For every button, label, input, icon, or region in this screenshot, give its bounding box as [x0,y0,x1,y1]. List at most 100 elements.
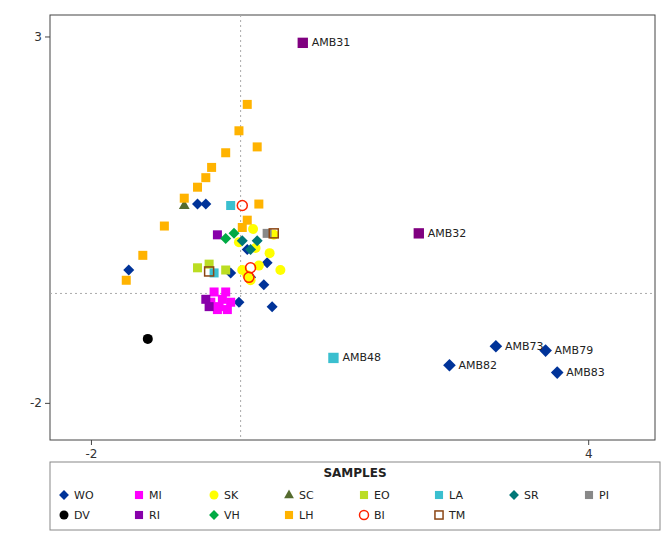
legend-label: RI [149,509,160,522]
y-tick-label: -2 [30,396,42,410]
series-group [210,201,236,277]
series-group [201,230,222,311]
scatter-point [220,233,231,244]
scatter-point [193,183,202,192]
scatter-point [221,148,230,157]
series-group [143,334,153,344]
x-tick [588,440,589,445]
legend-label: VH [224,509,240,522]
scatter-point [254,200,263,209]
legend-marker [210,491,219,500]
labeled-point [298,38,308,48]
y-tick [45,403,50,404]
axes: -2 4 3 -2 [30,30,592,461]
point-label: AMB31 [312,36,351,49]
legend-label: DV [74,509,90,522]
scatter-point [210,287,219,296]
labeled-point [443,359,456,372]
series-group [237,201,255,283]
scatter-point [267,301,278,312]
scatter-point [234,126,243,135]
series-group [237,235,263,255]
labeled-points [298,38,564,379]
scatter-point [160,222,169,231]
legend-label: SK [224,489,239,502]
point-label: AMB73 [505,340,544,353]
series-group [263,229,272,238]
labeled-point [551,366,564,379]
scatter-point [221,266,230,275]
legend-marker [435,491,443,499]
point-label: AMB83 [566,366,605,379]
legend-label: SC [299,489,314,502]
legend-label: TM [448,509,465,522]
legend-marker [135,491,143,499]
legend-marker [135,511,143,519]
scatter-point [246,263,256,273]
scatter-point [207,163,216,172]
scatter-point [226,201,235,210]
plot-frame [50,15,655,440]
scatter-point [244,272,254,282]
scatter-point [193,263,202,272]
scatter-point [213,230,222,239]
series-group [123,199,277,313]
legend-label: MI [149,489,162,502]
scatter-point [201,173,210,182]
scatter-point [238,223,247,232]
legend-marker [284,490,294,499]
scatter-point [245,244,256,255]
legend-label: EO [374,489,390,502]
legend-marker [285,511,293,519]
point-label: AMB79 [555,344,594,357]
legend-marker [585,491,593,499]
legend-frame [50,462,660,530]
legend-title: SAMPLES [323,466,386,480]
legend-marker [59,490,69,500]
point-labels: AMB31AMB32AMB48AMB73AMB79AMB82AMB83 [312,36,605,379]
labeled-point [414,228,424,238]
scatter-point [265,248,275,258]
scatter-point [248,224,258,234]
legend-marker [60,511,69,520]
scatter-point [275,265,285,275]
scatter-point [205,302,214,311]
point-label: AMB82 [458,359,497,372]
point-label: AMB32 [428,227,467,240]
legend-label: WO [74,489,94,502]
legend-label: BI [374,509,385,522]
legend-label: LH [299,509,313,522]
scatter-point [200,199,211,210]
legend-label: LA [449,489,463,502]
series-group [122,100,264,285]
chart: AMB31AMB32AMB48AMB73AMB79AMB82AMB83-243-… [0,0,672,557]
scatter-point [252,235,263,246]
scatter-point [123,265,134,276]
legend: SAMPLESWOMISKSCEOLASRPIDVRIVHLHBITM [50,462,660,530]
scatter-point [221,287,230,296]
series-group [220,228,239,244]
scatter-point [258,279,269,290]
scatter-point [180,194,189,203]
legend-marker [209,510,219,520]
legend-marker [360,491,368,499]
reference-line [50,293,655,294]
plot-area [50,15,655,440]
scatter-point [263,229,272,238]
scatter-point [237,235,248,246]
y-tick-label: 3 [34,30,42,44]
x-tick-label: -2 [85,447,97,461]
scatter-point [253,142,262,151]
scatter-point [269,229,278,238]
scatter-point [205,267,214,276]
series-group [205,229,279,276]
y-tick [45,36,50,37]
legend-marker [360,511,369,520]
scatter-point [237,201,247,211]
legend-label: SR [524,489,539,502]
series-group [234,224,285,285]
x-tick-label: 4 [585,447,593,461]
scatter-point [226,298,235,307]
labeled-point [328,353,338,363]
legend-marker [509,490,519,500]
